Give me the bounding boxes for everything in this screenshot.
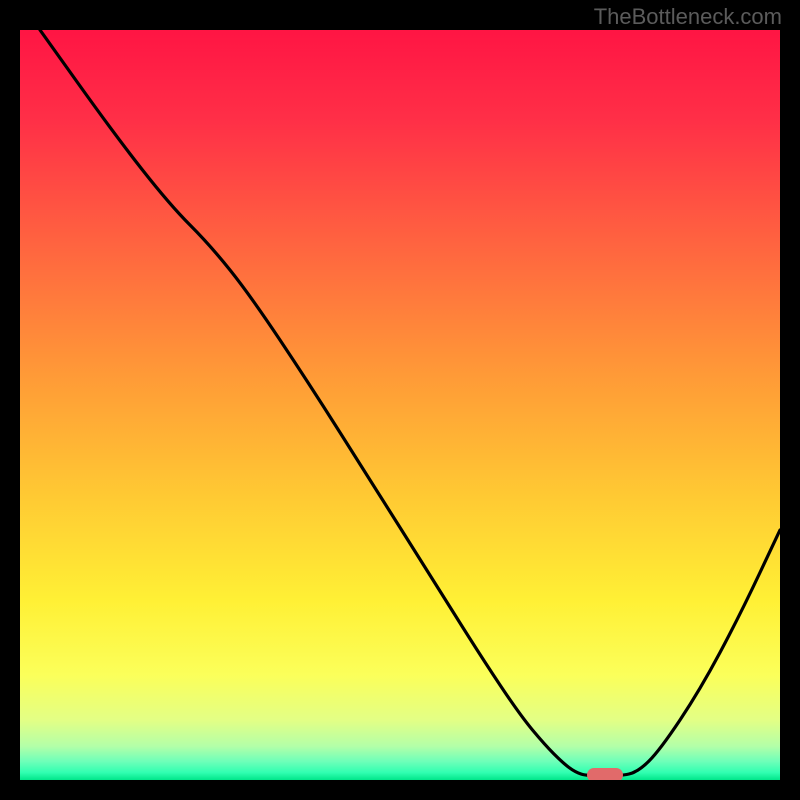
bottleneck-curve <box>20 30 780 780</box>
optimal-marker <box>587 768 623 780</box>
watermark-text: TheBottleneck.com <box>594 4 782 30</box>
chart-plot-area <box>20 30 780 780</box>
